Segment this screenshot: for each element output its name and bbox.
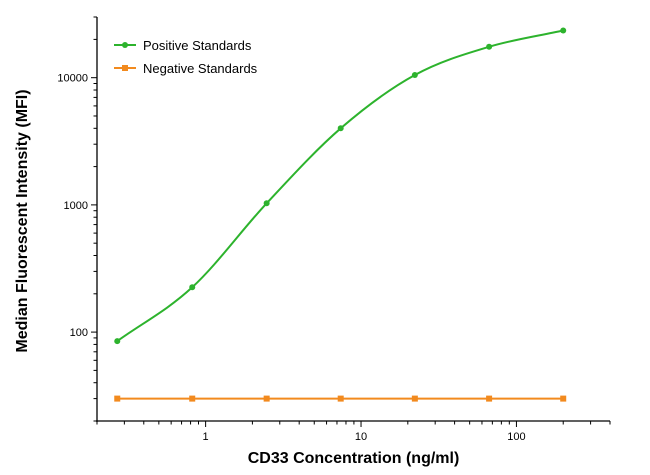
x-axis-title: CD33 Concentration (ng/ml) xyxy=(248,450,460,467)
x-tick-label: 1 xyxy=(203,431,209,443)
negative-standards-point xyxy=(337,395,344,402)
positive-standards-point xyxy=(411,71,418,78)
y-tick-label: 1000 xyxy=(64,200,88,212)
negative-standards-point xyxy=(114,395,121,402)
negative-standards-point xyxy=(486,395,493,402)
positive-standards-point xyxy=(560,27,567,34)
y-tick-label: 100 xyxy=(70,327,88,339)
positive-standards-point xyxy=(189,284,196,291)
y-axis-title: Median Fluorescent Intensity (MFI) xyxy=(14,89,31,352)
negative-standards-point xyxy=(560,395,567,402)
positive-standards-point xyxy=(486,43,493,50)
ticks: 1 10 100 100 1000 10000 xyxy=(57,16,611,443)
legend-label: Positive Standards xyxy=(143,38,252,53)
legend-swatch-marker xyxy=(122,65,128,71)
x-tick-label: 10 xyxy=(355,431,367,443)
y-tick-label: 10000 xyxy=(57,73,88,85)
x-tick-label: 100 xyxy=(507,431,525,443)
negative-standards-point xyxy=(263,395,270,402)
legend-swatch-marker xyxy=(122,42,128,48)
legend-label: Negative Standards xyxy=(143,61,258,76)
axes xyxy=(96,17,610,422)
positive-standards-point xyxy=(114,338,121,345)
positive-standards-point xyxy=(337,125,344,132)
negative-standards-point xyxy=(411,395,418,402)
positive-standards-line xyxy=(116,29,564,342)
series-layer xyxy=(114,27,567,402)
legend: Positive Standards Negative Standards xyxy=(114,38,258,76)
positive-standards-point xyxy=(263,200,270,207)
negative-standards-point xyxy=(189,395,196,402)
